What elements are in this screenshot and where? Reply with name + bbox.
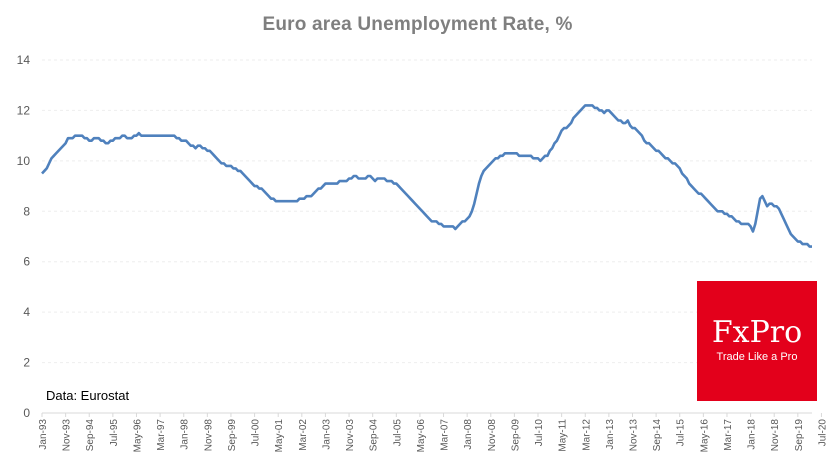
x-tick-label: Sep-09	[510, 419, 521, 452]
y-axis: 0 2 4 6 8 10 12 14	[17, 53, 31, 420]
x-tick-label: Sep-14	[652, 419, 663, 452]
x-tick-label: Nov-13	[628, 419, 639, 452]
x-tick-label: Jul-10	[534, 419, 545, 447]
gridlines	[42, 59, 812, 364]
x-tick-label: Sep-19	[794, 419, 805, 452]
y-tick-label: 10	[17, 154, 31, 168]
series-line-unemployment	[41, 104, 812, 248]
y-tick-label: 0	[23, 406, 30, 420]
series-layer	[41, 104, 812, 248]
x-tick-label: Nov-98	[203, 419, 214, 452]
x-tick-label: Mar-12	[581, 419, 592, 451]
x-tick-label: Nov-18	[770, 419, 781, 452]
x-tick-label: May-06	[416, 419, 427, 453]
x-tick-label: Mar-07	[440, 419, 451, 451]
x-tick-label: Mar-17	[723, 419, 734, 451]
y-tick-label: 8	[23, 204, 30, 218]
fxpro-logo: FxPro Trade Like a Pro	[697, 281, 817, 401]
x-tick-label: May-11	[558, 419, 569, 452]
y-tick-label: 12	[17, 103, 31, 117]
x-axis: Jan-93 Nov-93 Sep-94 Jul-95 May-96 Mar-97 Jan-…	[38, 413, 828, 453]
x-tick-label: Sep-94	[85, 419, 96, 452]
x-tick-label: Jul-00	[251, 419, 262, 447]
x-tick-label: Sep-04	[369, 419, 380, 452]
y-tick-label: 14	[17, 53, 31, 67]
x-tick-label: Jan-98	[180, 419, 191, 450]
x-tick-label: Jan-03	[321, 419, 332, 450]
x-tick-label: May-96	[132, 419, 143, 453]
y-tick-label: 6	[23, 255, 30, 269]
x-tick-label: May-01	[274, 419, 285, 453]
x-tick-label: Sep-99	[227, 419, 238, 452]
logo-brand: FxPro	[711, 315, 803, 350]
x-tick-label: Jul-95	[109, 419, 120, 447]
x-tick-label: Nov-08	[487, 419, 498, 452]
x-tick-label: Jul-05	[392, 419, 403, 447]
y-tick-label: 2	[23, 356, 30, 370]
x-tick-label: Jan-13	[605, 419, 616, 450]
y-tick-label: 4	[23, 305, 30, 319]
x-tick-label: Mar-02	[298, 419, 309, 451]
source-note: Data: Eurostat	[46, 388, 130, 403]
logo-tagline: Trade Like a Pro	[716, 351, 798, 363]
x-tick-label: Mar-97	[156, 419, 167, 451]
x-tick-label: Jul-20	[817, 419, 828, 447]
x-tick-label: Jan-08	[463, 419, 474, 450]
x-tick-label: Jul-15	[676, 419, 687, 447]
x-tick-label: Nov-93	[62, 419, 73, 452]
x-tick-label: Jan-18	[747, 419, 758, 450]
x-tick-label: Nov-03	[345, 419, 356, 452]
x-tick-label: Jan-93	[38, 419, 49, 450]
x-tick-label: May-16	[699, 419, 710, 453]
chart-title: Euro area Unemployment Rate, %	[262, 14, 573, 35]
